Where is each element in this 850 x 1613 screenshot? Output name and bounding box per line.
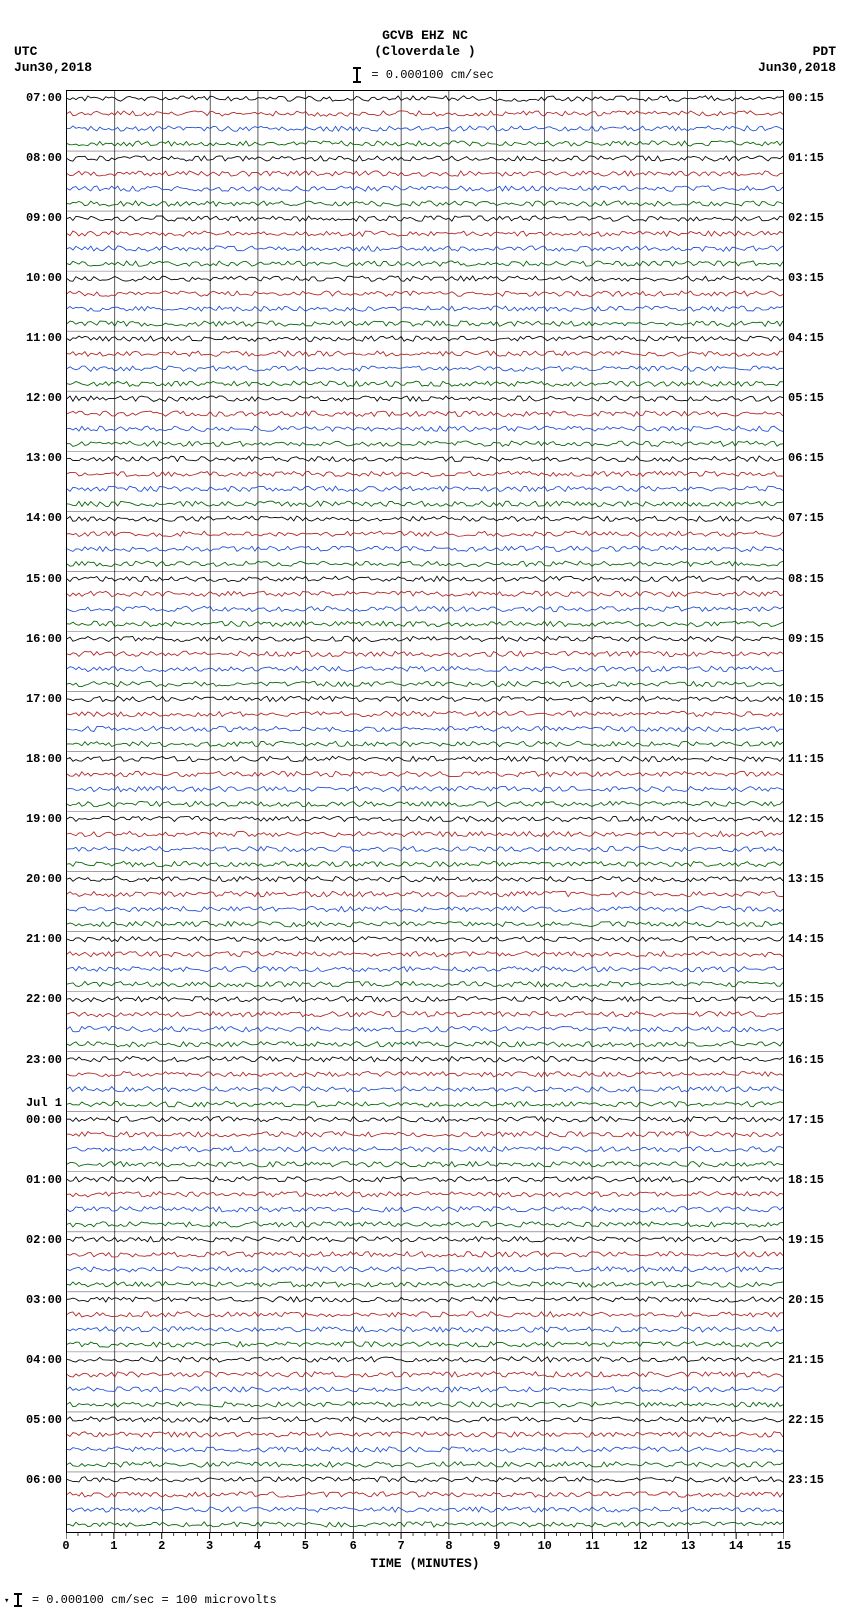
utc-hour-label: 00:00 xyxy=(4,1114,62,1126)
utc-hour-label: 16:00 xyxy=(4,633,62,645)
utc-hour-label: 10:00 xyxy=(4,272,62,284)
utc-hour-label: 14:00 xyxy=(4,512,62,524)
utc-hour-label: 18:00 xyxy=(4,753,62,765)
x-tick: 4 xyxy=(254,1539,261,1553)
pdt-hour-label: 23:15 xyxy=(788,1474,846,1486)
footer-note: ▾ = 0.000100 cm/sec = 100 microvolts xyxy=(4,1593,277,1607)
utc-hour-label: 05:00 xyxy=(4,1414,62,1426)
pdt-hour-label: 13:15 xyxy=(788,873,846,885)
utc-hour-label: 04:00 xyxy=(4,1354,62,1366)
x-tick: 5 xyxy=(302,1539,309,1553)
utc-hour-label: 07:00 xyxy=(4,92,62,104)
pdt-hour-label: 16:15 xyxy=(788,1054,846,1066)
x-tick: 15 xyxy=(777,1539,791,1553)
pdt-hour-label: 04:15 xyxy=(788,332,846,344)
utc-hour-label: 15:00 xyxy=(4,573,62,585)
footer-text: = 0.000100 cm/sec = 100 microvolts xyxy=(32,1593,277,1607)
utc-hour-label: 09:00 xyxy=(4,212,62,224)
x-tick: 13 xyxy=(681,1539,695,1553)
utc-hour-label: 20:00 xyxy=(4,873,62,885)
pdt-hour-label: 09:15 xyxy=(788,633,846,645)
scale-note: = 0.000100 cm/sec xyxy=(0,68,850,82)
pdt-hour-label: 01:15 xyxy=(788,152,846,164)
pdt-hour-label: 19:15 xyxy=(788,1234,846,1246)
utc-hour-label: 13:00 xyxy=(4,452,62,464)
utc-hour-label: 22:00 xyxy=(4,993,62,1005)
utc-hour-label: 01:00 xyxy=(4,1174,62,1186)
seismogram-page: GCVB EHZ NC (Cloverdale ) UTC Jun30,2018… xyxy=(0,0,850,1613)
utc-hour-label: 06:00 xyxy=(4,1474,62,1486)
pdt-hour-label: 08:15 xyxy=(788,573,846,585)
pdt-hour-label: 07:15 xyxy=(788,512,846,524)
utc-time-labels: 07:00 08:00 09:00 10:00 11:00 12:00 13:00 14:00… xyxy=(0,90,66,1533)
pdt-time-labels: 00:15 01:15 02:15 03:15 04:15 05:15 06:15 07:15… xyxy=(784,90,850,1533)
utc-hour-label: 02:00 xyxy=(4,1234,62,1246)
utc-hour-label: 12:00 xyxy=(4,392,62,404)
pdt-hour-label: 17:15 xyxy=(788,1114,846,1126)
utc-hour-label: 21:00 xyxy=(4,933,62,945)
pdt-hour-label: 14:15 xyxy=(788,933,846,945)
utc-day-break: Jul 1 xyxy=(4,1097,62,1109)
x-tick: 1 xyxy=(110,1539,117,1553)
scale-bar-icon xyxy=(356,68,358,82)
x-tick: 9 xyxy=(493,1539,500,1553)
utc-hour-label: 03:00 xyxy=(4,1294,62,1306)
x-tick: 10 xyxy=(537,1539,551,1553)
utc-hour-label: 23:00 xyxy=(4,1054,62,1066)
pdt-hour-label: 15:15 xyxy=(788,993,846,1005)
tz-left: UTC xyxy=(14,44,92,60)
pdt-hour-label: 03:15 xyxy=(788,272,846,284)
pdt-hour-label: 21:15 xyxy=(788,1354,846,1366)
pdt-hour-label: 06:15 xyxy=(788,452,846,464)
pdt-hour-label: 20:15 xyxy=(788,1294,846,1306)
pdt-hour-label: 02:15 xyxy=(788,212,846,224)
tz-right: PDT xyxy=(758,44,836,60)
pdt-hour-label: 18:15 xyxy=(788,1174,846,1186)
x-tick: 2 xyxy=(158,1539,165,1553)
x-axis-label: TIME (MINUTES) xyxy=(0,1556,850,1571)
x-tick: 3 xyxy=(206,1539,213,1553)
x-tick: 8 xyxy=(445,1539,452,1553)
pdt-hour-label: 22:15 xyxy=(788,1414,846,1426)
pdt-hour-label: 00:15 xyxy=(788,92,846,104)
scale-bar-icon xyxy=(17,1594,19,1606)
x-tick: 0 xyxy=(62,1539,69,1553)
header-center: GCVB EHZ NC (Cloverdale ) xyxy=(0,28,850,59)
x-axis: 0123456789101112131415 xyxy=(66,1533,784,1553)
x-tick: 14 xyxy=(729,1539,743,1553)
pdt-hour-label: 12:15 xyxy=(788,813,846,825)
seismogram-plot xyxy=(66,90,784,1533)
station-code: GCVB EHZ NC xyxy=(0,28,850,44)
pdt-hour-label: 10:15 xyxy=(788,693,846,705)
seismogram-svg xyxy=(67,91,783,1532)
x-tick: 7 xyxy=(397,1539,404,1553)
utc-hour-label: 11:00 xyxy=(4,332,62,344)
utc-hour-label: 08:00 xyxy=(4,152,62,164)
station-name: (Cloverdale ) xyxy=(0,44,850,60)
pdt-hour-label: 05:15 xyxy=(788,392,846,404)
x-tick: 6 xyxy=(350,1539,357,1553)
pdt-hour-label: 11:15 xyxy=(788,753,846,765)
scale-text: = 0.000100 cm/sec xyxy=(371,68,493,82)
x-tick: 12 xyxy=(633,1539,647,1553)
x-tick: 11 xyxy=(585,1539,599,1553)
utc-hour-label: 19:00 xyxy=(4,813,62,825)
utc-hour-label: 17:00 xyxy=(4,693,62,705)
